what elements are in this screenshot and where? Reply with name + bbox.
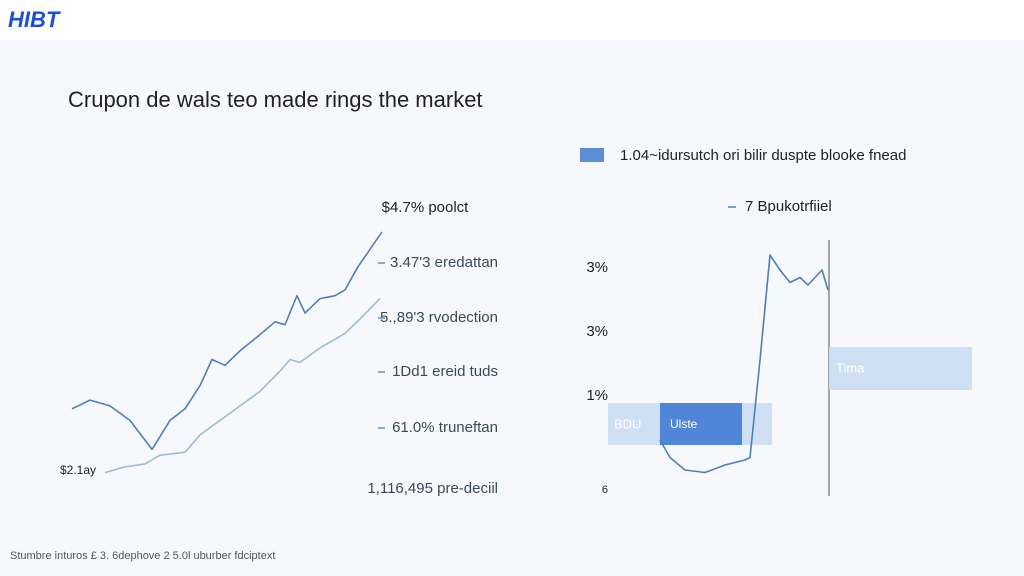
annotation: 1Dd1 ereid tuds xyxy=(392,363,498,380)
annotation: 61.0% truneftan xyxy=(392,419,498,436)
legend-swatch xyxy=(580,148,604,162)
footer: Stumbre inturos £ 3. 6dephove 2 5.0l ubu… xyxy=(10,550,275,562)
annotation: 3.47'3 eredattan xyxy=(390,254,498,271)
box xyxy=(829,347,972,390)
line xyxy=(104,298,381,474)
box-label: Tima xyxy=(836,360,865,375)
logo: HIBT xyxy=(8,7,61,32)
corner-label: $2.1ay xyxy=(60,463,96,477)
series-label: 7 Bpukotrfiiel xyxy=(745,198,832,215)
box xyxy=(660,403,742,445)
annotation: 1,116,495 pre-deciil xyxy=(367,480,498,497)
box-label: Ulste xyxy=(670,417,698,431)
axis-label: 1% xyxy=(586,387,608,404)
top-label: $4.7% poolct xyxy=(382,199,470,216)
line xyxy=(659,254,829,474)
axis-label: 3% xyxy=(586,323,608,340)
title: Crupon de wals teo made rings the market xyxy=(68,87,483,112)
line xyxy=(71,231,383,451)
axis-label: 6 xyxy=(602,484,608,496)
axis-label: 3% xyxy=(586,259,608,276)
legend-label: 1.04~idursutch ori bilir duspte blooke f… xyxy=(620,147,906,164)
top-bar xyxy=(0,0,1024,40)
annotation: 5.,89'3 rvodection xyxy=(380,309,498,326)
box-label: BDU xyxy=(614,416,641,431)
